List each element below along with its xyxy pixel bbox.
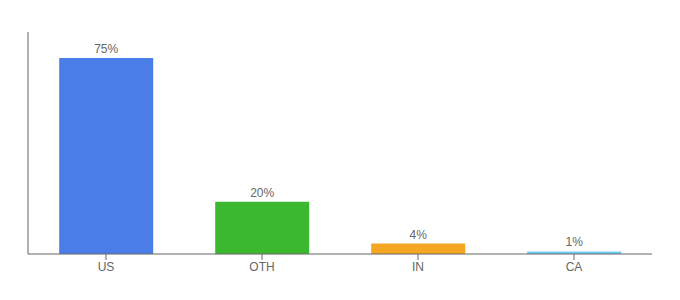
- svg-text:75%: 75%: [94, 42, 118, 56]
- svg-text:CA: CA: [566, 260, 583, 274]
- svg-text:OTH: OTH: [249, 260, 274, 274]
- svg-text:IN: IN: [412, 260, 424, 274]
- svg-text:4%: 4%: [410, 228, 428, 242]
- svg-text:20%: 20%: [250, 186, 274, 200]
- svg-text:1%: 1%: [566, 235, 584, 249]
- svg-text:US: US: [98, 260, 115, 274]
